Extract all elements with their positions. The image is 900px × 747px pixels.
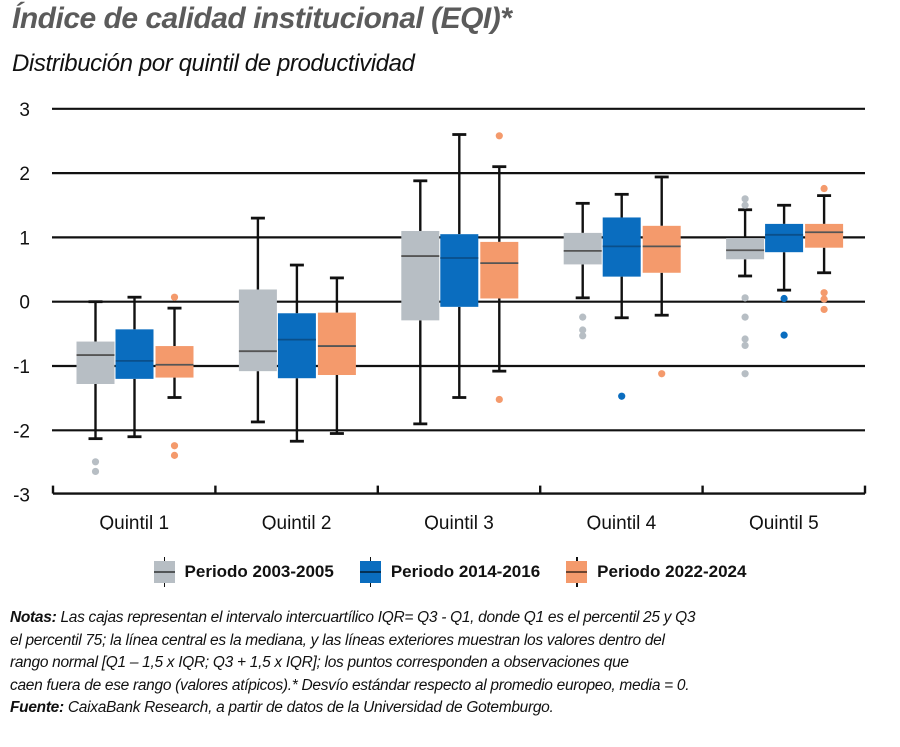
box-1-2 bbox=[115, 295, 154, 439]
source-label: Fuente: bbox=[10, 699, 64, 717]
iqr-box bbox=[238, 289, 277, 372]
iqr-box bbox=[642, 225, 681, 273]
box-5-2 bbox=[765, 203, 804, 339]
outlier-point bbox=[741, 341, 749, 350]
legend-label: Periodo 2003-2005 bbox=[184, 562, 334, 581]
iqr-box bbox=[317, 312, 356, 376]
notes-line-3: rango normal [Q1 – 1,5 x IQR; Q3 + 1,5 x… bbox=[10, 654, 629, 672]
notes-line-2: el percentil 75; la línea central es la … bbox=[10, 631, 665, 649]
legend: Periodo 2003-2005 Periodo 2014-2016 Peri… bbox=[0, 557, 900, 587]
iqr-box bbox=[76, 341, 115, 385]
outlier-point bbox=[741, 195, 749, 203]
outlier-point bbox=[170, 293, 179, 301]
iqr-box bbox=[155, 346, 194, 378]
outlier-point bbox=[741, 370, 749, 378]
notes-line-4: caen fuera de ese rango (valores atípico… bbox=[10, 676, 690, 694]
legend-label: Periodo 2014-2016 bbox=[390, 562, 541, 581]
box-1-3 bbox=[155, 293, 194, 459]
iqr-box bbox=[563, 232, 602, 265]
outlier-point bbox=[170, 442, 179, 450]
box-1-1 bbox=[76, 300, 115, 476]
outlier-point bbox=[741, 294, 749, 302]
box-3-2 bbox=[440, 133, 479, 399]
x-tick-label: Quintil 4 bbox=[587, 513, 657, 530]
boxplot-swatch-icon bbox=[359, 557, 381, 587]
notes: Notas: Las cajas representan el interval… bbox=[10, 607, 890, 720]
box-2-1 bbox=[238, 216, 277, 424]
boxes bbox=[76, 132, 844, 476]
outlier-point bbox=[780, 294, 788, 303]
y-axis-ticks: 3 2 1 0 -1 -2 -3 bbox=[13, 100, 30, 507]
box-2-2 bbox=[277, 263, 316, 443]
outlier-point bbox=[91, 458, 100, 466]
outlier-point bbox=[820, 289, 828, 297]
box-4-2 bbox=[602, 192, 641, 400]
chart-title: Índice de calidad institucional (EQI)* bbox=[12, 2, 512, 35]
y-tick-label: -2 bbox=[13, 421, 30, 442]
y-tick-label: 2 bbox=[19, 164, 30, 185]
chart-subtitle: Distribución por quintil de productivida… bbox=[12, 50, 415, 77]
boxplot-swatch-icon bbox=[153, 557, 175, 587]
box-4-3 bbox=[642, 175, 681, 378]
box-3-3 bbox=[480, 132, 519, 404]
outlier-point bbox=[579, 313, 587, 321]
outlier-point bbox=[579, 332, 587, 340]
iqr-box bbox=[480, 241, 519, 299]
outlier-point bbox=[780, 331, 788, 339]
y-tick-label: 3 bbox=[19, 100, 30, 121]
legend-item-2003-2005: Periodo 2003-2005 bbox=[153, 557, 334, 587]
iqr-box bbox=[115, 329, 154, 379]
y-tick-label: 1 bbox=[19, 228, 30, 249]
outlier-point bbox=[820, 305, 828, 314]
legend-item-2014-2016: Periodo 2014-2016 bbox=[359, 557, 541, 587]
x-tick-label: Quintil 3 bbox=[424, 513, 494, 530]
x-axis-labels: Quintil 1 Quintil 2 Quintil 3 Quintil 4 Quin… bbox=[99, 513, 818, 530]
outlier-point bbox=[91, 467, 100, 476]
iqr-box bbox=[805, 223, 844, 248]
notes-label: Notas: bbox=[10, 609, 57, 626]
box-4-1 bbox=[563, 201, 602, 340]
box-5-3 bbox=[805, 184, 844, 314]
outlier-point bbox=[741, 201, 749, 209]
iqr-box bbox=[277, 313, 316, 379]
y-tick-label: -3 bbox=[13, 486, 30, 507]
legend-label: Periodo 2022-2024 bbox=[597, 562, 747, 581]
outlier-point bbox=[495, 395, 503, 404]
y-tick-label: -1 bbox=[13, 357, 30, 378]
boxplot-swatch-icon bbox=[566, 557, 588, 587]
box-3-1 bbox=[401, 179, 440, 426]
outlier-point bbox=[495, 132, 503, 140]
iqr-box bbox=[401, 230, 440, 321]
outlier-point bbox=[618, 392, 626, 400]
outlier-point bbox=[741, 335, 749, 343]
x-axis bbox=[51, 485, 867, 495]
iqr-box bbox=[726, 238, 765, 260]
outlier-point bbox=[820, 295, 828, 303]
outlier-point bbox=[170, 451, 179, 459]
legend-item-2022-2024: Periodo 2022-2024 bbox=[566, 557, 746, 587]
outlier-point bbox=[820, 184, 828, 193]
x-tick-label: Quintil 1 bbox=[99, 513, 169, 530]
outlier-point bbox=[658, 370, 666, 378]
source-line: Fuente: CaixaBank Research, a partir de … bbox=[10, 699, 554, 717]
outlier-point bbox=[741, 313, 749, 321]
iqr-box bbox=[765, 223, 804, 253]
notes-line-1: Notas: Las cajas representan el interval… bbox=[10, 609, 696, 626]
outlier-point bbox=[579, 326, 587, 334]
x-tick-label: Quintil 2 bbox=[262, 513, 332, 530]
y-tick-label: 0 bbox=[19, 293, 30, 314]
x-tick-label: Quintil 5 bbox=[749, 513, 819, 530]
box-2-3 bbox=[317, 276, 356, 435]
iqr-box bbox=[440, 234, 479, 307]
box-5-1 bbox=[726, 195, 765, 378]
